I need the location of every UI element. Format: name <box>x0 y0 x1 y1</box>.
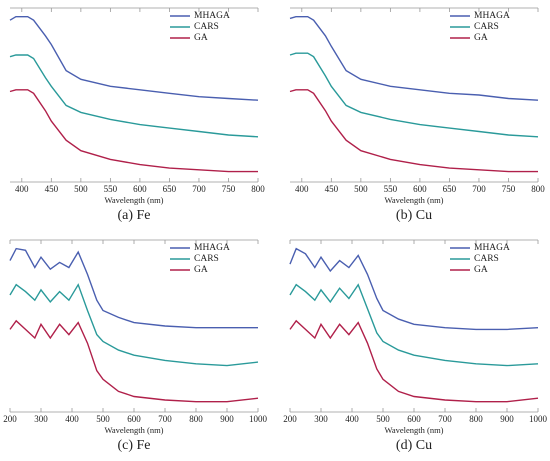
x-tick-label: 1000 <box>529 414 548 424</box>
x-tick-label: 500 <box>96 414 110 424</box>
caption: (b) Cu <box>396 208 432 223</box>
series-line <box>9 16 259 101</box>
x-tick-label: 450 <box>325 184 339 194</box>
legend-label: CARS <box>194 22 219 32</box>
legend-label: GA <box>474 33 488 43</box>
caption: (c) Fe <box>117 438 150 453</box>
x-tick-label: 900 <box>220 414 234 424</box>
legend-label: CARS <box>194 254 219 264</box>
x-tick-label: 400 <box>345 414 359 424</box>
x-tick-label: 400 <box>295 184 309 194</box>
x-tick-label: 800 <box>531 184 545 194</box>
x-tick-label: 650 <box>163 184 177 194</box>
legend-label: MHAGA <box>194 243 230 253</box>
x-axis-label: Wavelength (nm) <box>104 425 163 435</box>
x-tick-label: 400 <box>15 184 29 194</box>
series-line <box>9 283 259 367</box>
x-axis-label: Wavelength (nm) <box>104 195 163 205</box>
x-tick-label: 800 <box>251 184 265 194</box>
legend-label: GA <box>194 33 208 43</box>
x-tick-label: 200 <box>283 414 297 424</box>
legend-label: MHAGA <box>474 11 510 21</box>
x-tick-label: 700 <box>158 414 172 424</box>
legend-label: CARS <box>474 254 499 264</box>
x-tick-label: 600 <box>127 414 141 424</box>
x-tick-label: 600 <box>413 184 427 194</box>
series-line <box>9 247 258 329</box>
x-tick-label: 800 <box>189 414 203 424</box>
x-tick-label: 600 <box>407 414 421 424</box>
x-tick-label: 800 <box>469 414 483 424</box>
x-tick-label: 400 <box>65 414 79 424</box>
legend-label: MHAGA <box>194 11 230 21</box>
x-axis-label: Wavelength (nm) <box>384 195 443 205</box>
x-tick-label: 650 <box>443 184 457 194</box>
x-tick-label: 300 <box>34 414 48 424</box>
x-tick-label: 1000 <box>249 414 268 424</box>
series-line <box>9 89 258 173</box>
legend-label: GA <box>194 265 208 275</box>
series-line <box>289 247 539 331</box>
x-tick-label: 900 <box>500 414 514 424</box>
series-line <box>289 89 538 173</box>
legend-label: GA <box>474 265 488 275</box>
series-line <box>289 319 539 403</box>
x-tick-label: 500 <box>74 184 88 194</box>
x-axis-label: Wavelength (nm) <box>384 425 443 435</box>
x-tick-label: 300 <box>314 414 328 424</box>
x-tick-label: 700 <box>192 184 206 194</box>
x-tick-label: 500 <box>376 414 390 424</box>
caption: (d) Cu <box>396 438 432 453</box>
series-line <box>289 283 539 367</box>
x-tick-label: 200 <box>3 414 17 424</box>
x-tick-label: 450 <box>45 184 59 194</box>
series-line <box>289 16 539 101</box>
series-line <box>289 52 539 138</box>
x-tick-label: 700 <box>438 414 452 424</box>
x-tick-label: 550 <box>384 184 398 194</box>
x-tick-label: 700 <box>472 184 486 194</box>
x-tick-label: 750 <box>502 184 516 194</box>
x-tick-label: 600 <box>133 184 147 194</box>
x-tick-label: 750 <box>222 184 236 194</box>
legend-label: CARS <box>474 22 499 32</box>
series-line <box>9 319 259 403</box>
series-line <box>9 54 259 138</box>
caption: (a) Fe <box>117 208 150 223</box>
x-tick-label: 500 <box>354 184 368 194</box>
legend-label: MHAGA <box>474 243 510 253</box>
x-tick-label: 550 <box>104 184 118 194</box>
